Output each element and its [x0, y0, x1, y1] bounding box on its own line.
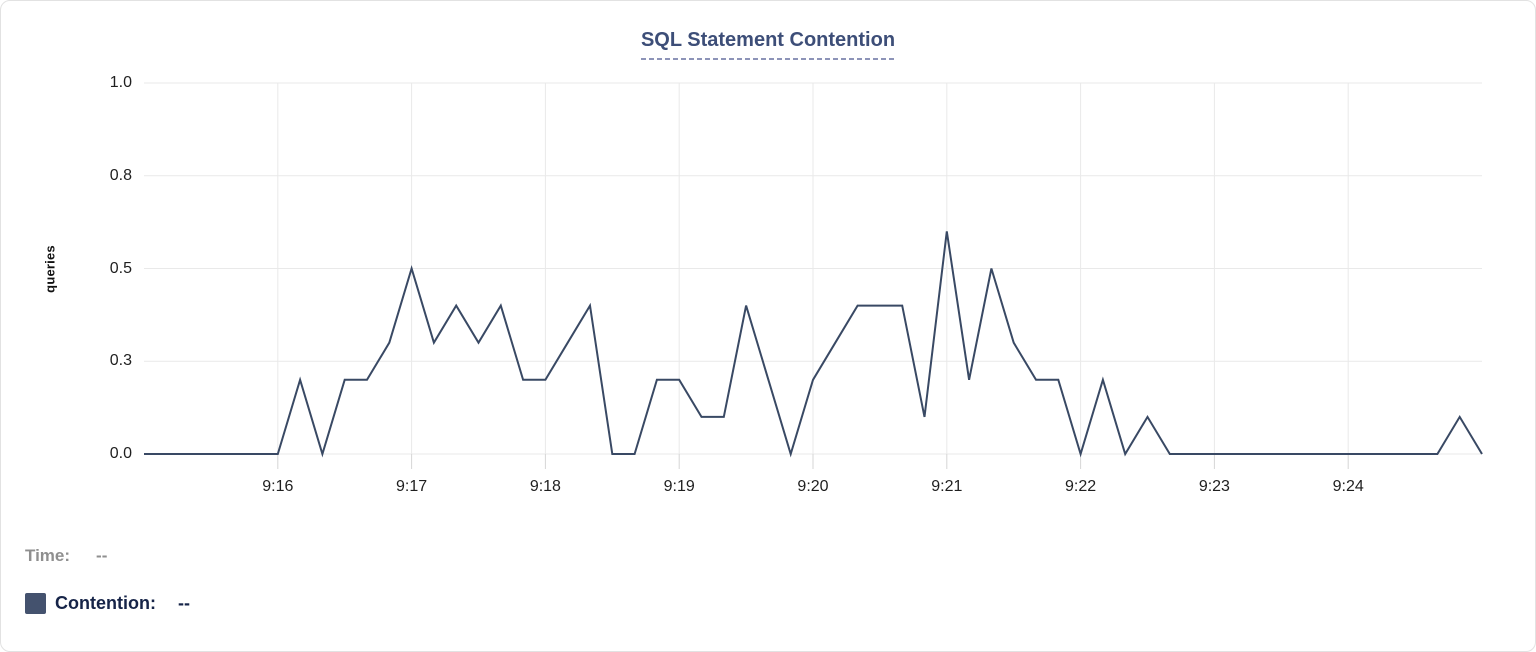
chart-title[interactable]: SQL Statement Contention — [640, 29, 896, 60]
contention-series-line[interactable] — [144, 231, 1483, 458]
x-tick-label: 9:20 — [797, 478, 829, 495]
y-tick-label: 0.5 — [109, 259, 132, 277]
x-tick-label: 9:21 — [931, 478, 963, 495]
time-label: Time: — [25, 546, 71, 565]
legend-contention-row: Contention: -- — [25, 590, 190, 616]
x-tick-label: 9:17 — [396, 478, 428, 495]
y-tick-label: 1.0 — [109, 74, 132, 91]
y-axis-label: queries — [42, 245, 58, 293]
x-tick-label: 9:18 — [529, 478, 561, 495]
contention-value: -- — [177, 592, 190, 613]
x-tick-label: 9:16 — [262, 478, 294, 495]
x-tick-label: 9:23 — [1198, 478, 1230, 495]
x-tick-label: 9:24 — [1332, 478, 1364, 495]
contention-label: Contention: — [55, 592, 156, 613]
chart-header: SQL Statement Contention — [1, 29, 1535, 60]
y-tick-label: 0.8 — [109, 166, 132, 184]
chart-legend: Time: -- Contention: -- — [25, 544, 190, 616]
x-tick-label: 9:22 — [1065, 478, 1097, 495]
y-tick-label: 0.0 — [109, 445, 132, 462]
time-value: -- — [96, 546, 108, 565]
legend-time-row: Time: -- — [25, 544, 190, 568]
x-tick-label: 9:19 — [663, 478, 695, 495]
y-tick-label: 0.3 — [109, 352, 132, 370]
contention-series-swatch — [25, 592, 46, 614]
